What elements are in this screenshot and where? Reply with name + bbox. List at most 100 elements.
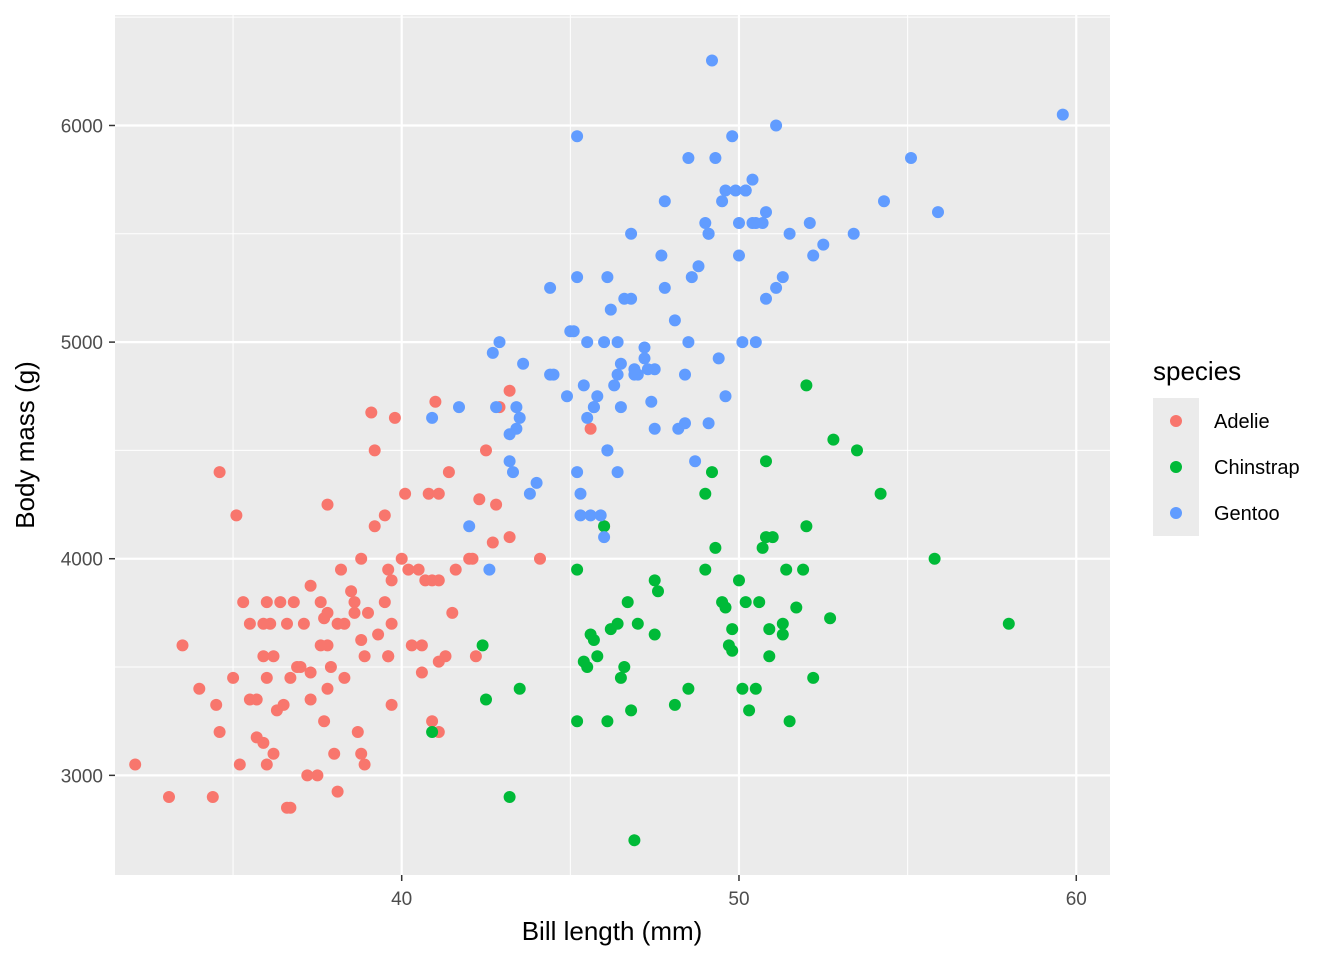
point-gentoo	[679, 368, 691, 381]
point-adelie	[260, 758, 273, 771]
point-chinstrap	[625, 704, 638, 717]
point-adelie	[314, 596, 327, 609]
y-tick-label: 5000	[61, 333, 103, 354]
point-adelie	[358, 758, 371, 771]
point-gentoo	[733, 249, 745, 262]
point-chinstrap	[426, 726, 439, 738]
point-chinstrap	[682, 682, 695, 695]
point-adelie	[385, 698, 398, 711]
legend-label-chinstrap: Chinstrap	[1214, 457, 1300, 479]
point-adelie	[274, 596, 287, 609]
point-chinstrap	[800, 520, 813, 533]
legend: species Adelie Chinstrap Gentoo	[1153, 356, 1300, 536]
point-adelie	[355, 552, 368, 565]
point-adelie	[503, 531, 516, 544]
major-gridlines	[115, 15, 1110, 875]
point-chinstrap	[776, 617, 789, 630]
point-gentoo	[729, 184, 742, 197]
point-adelie	[473, 493, 486, 506]
point-gentoo	[493, 336, 506, 349]
point-gentoo	[598, 531, 611, 544]
point-chinstrap	[763, 623, 776, 636]
point-gentoo	[463, 520, 476, 533]
point-gentoo	[594, 509, 607, 522]
point-gentoo	[625, 227, 638, 240]
point-adelie	[385, 617, 398, 630]
point-gentoo	[453, 401, 465, 414]
point-chinstrap	[571, 563, 584, 576]
point-gentoo	[486, 346, 499, 359]
point-chinstrap	[699, 487, 712, 500]
point-adelie	[163, 791, 175, 803]
point-adelie	[348, 606, 361, 619]
point-gentoo	[682, 152, 695, 164]
point-chinstrap	[581, 661, 594, 673]
point-chinstrap	[621, 596, 634, 609]
point-chinstrap	[790, 601, 803, 614]
point-adelie	[284, 671, 297, 684]
point-gentoo	[1056, 108, 1069, 121]
point-gentoo	[614, 401, 627, 414]
point-chinstrap	[851, 444, 863, 457]
point-gentoo	[712, 352, 725, 365]
point-gentoo	[770, 119, 783, 132]
point-gentoo	[739, 184, 752, 197]
point-gentoo	[749, 336, 762, 349]
point-chinstrap	[591, 650, 604, 663]
point-gentoo	[648, 422, 661, 435]
point-adelie	[331, 617, 344, 630]
point-adelie	[321, 682, 334, 695]
point-gentoo	[878, 195, 890, 208]
point-adelie	[176, 639, 189, 652]
point-gentoo	[608, 379, 621, 392]
point-chinstrap	[824, 612, 837, 625]
point-adelie	[584, 422, 597, 435]
point-gentoo	[648, 363, 661, 376]
point-gentoo	[561, 390, 573, 403]
point-gentoo	[503, 455, 516, 468]
legend-swatch-gentoo	[1170, 507, 1182, 519]
point-adelie	[429, 395, 442, 408]
point-gentoo	[530, 476, 543, 489]
point-chinstrap	[736, 682, 749, 695]
point-chinstrap	[733, 574, 745, 587]
point-adelie	[243, 617, 256, 630]
point-adelie	[378, 596, 391, 609]
point-adelie	[230, 509, 243, 522]
point-gentoo	[760, 292, 772, 305]
point-adelie	[480, 444, 492, 457]
point-gentoo	[756, 217, 769, 229]
point-adelie	[338, 671, 351, 684]
point-gentoo	[577, 379, 590, 392]
point-chinstrap	[749, 682, 762, 695]
point-adelie	[331, 785, 344, 798]
point-adelie	[267, 650, 280, 663]
point-gentoo	[817, 238, 830, 251]
point-adelie	[446, 606, 459, 619]
point-gentoo	[571, 466, 584, 479]
point-gentoo	[719, 184, 732, 197]
point-adelie	[466, 552, 479, 565]
point-adelie	[250, 693, 263, 706]
point-gentoo	[668, 314, 681, 327]
point-adelie	[368, 444, 381, 457]
point-gentoo	[544, 281, 557, 294]
point-gentoo	[692, 260, 705, 273]
point-adelie	[304, 693, 317, 706]
point-gentoo	[625, 292, 638, 305]
point-gentoo	[581, 411, 594, 424]
point-adelie	[372, 628, 385, 641]
point-gentoo	[611, 336, 624, 349]
x-tick-label: 50	[728, 889, 749, 910]
point-chinstrap	[763, 650, 776, 663]
point-gentoo	[614, 357, 627, 370]
point-gentoo	[716, 195, 729, 208]
point-gentoo	[513, 411, 526, 424]
point-chinstrap	[807, 671, 820, 684]
point-adelie	[348, 596, 361, 609]
point-adelie	[358, 650, 371, 663]
point-adelie	[432, 574, 445, 587]
point-adelie	[324, 661, 337, 673]
point-adelie	[233, 758, 246, 771]
point-adelie	[402, 563, 415, 576]
